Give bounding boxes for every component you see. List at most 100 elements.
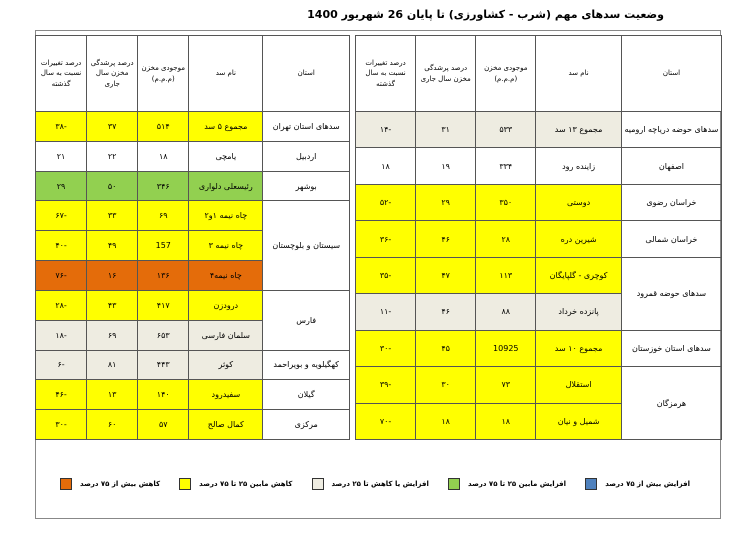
province-cell: سدهای استان تهران (262, 111, 350, 142)
data-row: شمیل و نیان ۱۸ ۱۸ -۷۰ (354, 402, 722, 440)
column-header: استان (262, 35, 350, 112)
province-cell: فارس (262, 289, 350, 351)
dam-cell: رئیسعلی دلواری (188, 170, 264, 202)
dam-cell: کمال صالح (188, 409, 264, 440)
legend-label: کاهش مابین ۲۵ تا ۷۵ درصد (199, 480, 293, 488)
province-cell: گیلان (262, 379, 350, 411)
province-cell: سدهای استان خوزستان (620, 329, 723, 368)
storage-cell: ۶۹ (137, 200, 190, 232)
legend-swatch (448, 478, 461, 490)
change-cell: -۳۰ (354, 329, 417, 368)
dam-cell: دوستی (535, 183, 622, 222)
dam-table: استان نام سد موجودی مخزن (م.م.م) درصد پرشدگ… (34, 35, 350, 440)
data-row: سدهای حوضه قمرود کوچری - گلپایگان ۱۱۳ ۴۷ -۳۵ (354, 256, 723, 331)
storage-cell: ۵۱۴ (137, 111, 190, 142)
dam-cell: شمیل و نیان (535, 402, 622, 440)
data-row: اصفهان زاینده رود ۳۳۴ ۱۹ ۱۸ (354, 147, 723, 185)
fill-cell: ۶۹ (86, 319, 139, 351)
fill-cell: ۲۲ (86, 140, 139, 172)
column-header: موجودی مخزن (م.م.م) (137, 35, 190, 112)
legend-swatch (311, 478, 324, 490)
data-row: گیلان سفیدرود ۱۴۰ ۱۳ -۴۶ (34, 379, 350, 411)
data-row: سدهای حوضه دریاچه ارومیه مجموع ۱۳ سد ۵۳۳ ۳۱… (354, 110, 723, 149)
legend-label: افزایش بیش از ۷۵ درصد (605, 480, 690, 488)
fill-cell: ۱۳ (86, 379, 139, 411)
legend-swatch (60, 478, 73, 490)
change-cell: -۳۶ (354, 220, 417, 258)
legend-item: افزایش یا کاهش تا ۲۵ درصد (311, 478, 429, 490)
dam-cell: پانزده خرداد (535, 293, 622, 331)
dam-cell: چاه نیمه ۱و۲ (188, 200, 264, 232)
fill-cell: ۱۶ (86, 260, 139, 291)
change-cell: -۴۶ (34, 379, 88, 411)
province-cell: بوشهر (262, 170, 350, 202)
storage-cell: ۱۴۰ (137, 379, 190, 411)
change-cell: -۳۰ (34, 409, 88, 440)
storage-cell: ۶۵۳ (137, 319, 190, 351)
data-row: کهگیلویه و بویراحمد کوثر ۴۴۳ ۸۱ -۶ (34, 349, 350, 381)
storage-cell: ۵۷ (137, 409, 190, 440)
column-header: درصد پرشدگی مخزن سال جاری (415, 35, 477, 112)
data-row: سدهای استان تهران مجموع ۵ سد ۵۱۴ ۳۷ -۳۸ (34, 111, 350, 142)
storage-cell: ۷۳ (475, 366, 537, 404)
change-cell: ۱۸ (354, 147, 417, 185)
storage-cell: ۸۸ (475, 293, 537, 331)
fill-cell: ۸۱ (86, 349, 139, 381)
fill-cell: ۴۷ (415, 256, 477, 295)
fill-cell: ۳۷ (86, 111, 139, 142)
storage-cell: ۴۴۳ (137, 349, 190, 381)
data-row: اردبیل یامچی ۱۸ ۲۲ ۲۱ (34, 140, 350, 172)
storage-cell: ۵۳۳ (475, 110, 537, 149)
fill-cell: ۵۰ (86, 170, 139, 202)
province-cell: خراسان شمالی (620, 220, 723, 258)
column-header: نام سد (188, 35, 264, 112)
fill-cell: ۳۳ (86, 200, 139, 232)
storage-cell: ۱۳۶ (137, 260, 190, 291)
dam-cell: زاینده رود (535, 147, 622, 185)
storage-cell: ۲۸ (475, 220, 537, 258)
data-row: چاه نیمه ۳ 157 ۴۹ -۴۰ (34, 230, 350, 262)
fill-cell: ۶۰ (86, 409, 139, 440)
data-row: سلمان فارسی ۶۵۳ ۶۹ -۱۸ (34, 319, 350, 351)
dam-cell: چاه نیمه۴ (188, 260, 264, 291)
header-row: استان نام سد موجودی مخزن (م.م.م) درصد پرشدگ… (354, 35, 723, 112)
column-header: درصد تغییرات نسبت به سال گذشته (354, 35, 417, 112)
data-row: بوشهر رئیسعلی دلواری ۳۴۶ ۵۰ ۲۹ (34, 170, 350, 202)
data-row: مرکزی کمال صالح ۵۷ ۶۰ -۳۰ (34, 409, 350, 440)
change-cell: -۳۹ (354, 366, 417, 404)
column-header: درصد پرشدگی مخزن سال جاری (86, 35, 139, 112)
change-cell: -۶۷ (34, 200, 88, 232)
fill-cell: ۴۶ (415, 220, 477, 258)
storage-cell: ۱۸ (475, 402, 537, 440)
province-cell: هرمزگان (620, 366, 723, 440)
column-header: موجودی مخزن (م.م.م) (475, 35, 537, 112)
storage-cell: 157 (137, 230, 190, 262)
fill-cell: ۴۵ (415, 329, 477, 368)
legend-item: کاهش مابین ۲۵ تا ۷۵ درصد (179, 478, 292, 490)
province-cell: خراسان رضوی (620, 183, 723, 222)
fill-cell: ۱۸ (415, 402, 477, 440)
legend-swatch (179, 478, 192, 490)
dam-cell: مجموع ۱۳ سد (535, 110, 622, 149)
dam-cell: سلمان فارسی (188, 319, 264, 351)
column-header: استان (620, 35, 723, 112)
legend-item: افزایش بیش از ۷۵ درصد (585, 478, 690, 490)
change-cell: -۷۰ (354, 402, 417, 440)
fill-cell: ۳۱ (415, 110, 477, 149)
dam-cell: شیرین دره (535, 220, 622, 258)
dam-cell: کوثر (188, 349, 264, 381)
province-cell: اردبیل (262, 140, 350, 172)
change-cell: -۵۲ (354, 183, 417, 222)
column-header: نام سد (535, 35, 622, 112)
fill-cell: ۴۳ (86, 289, 139, 321)
province-cell: سدهای حوضه قمرود (620, 256, 723, 331)
province-cell: سدهای حوضه دریاچه ارومیه (620, 110, 723, 149)
fill-cell: ۱۹ (415, 147, 477, 185)
dam-cell: یامچی (188, 140, 264, 172)
page-title: وضعیت سدهای مهم (شرب - کشاورزی) تا پایان… (307, 8, 664, 21)
fill-cell: ۳۰ (415, 366, 477, 404)
change-cell: -۱۸ (34, 319, 88, 351)
legend-label: افزایش یا کاهش تا ۲۵ درصد (331, 480, 429, 488)
change-cell: -۱۴ (354, 110, 417, 149)
storage-cell: ۳۴۶ (137, 170, 190, 202)
